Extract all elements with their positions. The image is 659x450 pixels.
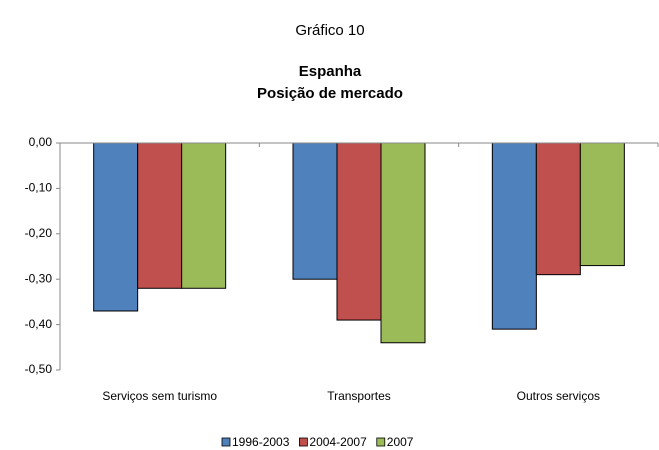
- bar: [491, 142, 537, 330]
- chart-title: Espanha: [299, 63, 362, 80]
- legend-label: 2007: [387, 435, 414, 449]
- chart-subtitle: Posição de mercado: [257, 85, 403, 102]
- legend-swatch: [221, 437, 231, 447]
- y-tick-label: 0,00: [29, 135, 53, 149]
- legend-swatch: [376, 437, 386, 447]
- y-tick-label: -0,10: [25, 181, 53, 195]
- chart-caption: Gráfico 10: [295, 22, 364, 39]
- y-tick-label: -0,20: [25, 226, 53, 240]
- bar: [535, 142, 581, 276]
- bar: [336, 142, 382, 321]
- bar: [93, 142, 139, 312]
- x-tick-label: Transportes: [327, 389, 391, 403]
- bar: [137, 142, 183, 289]
- bar: [292, 142, 338, 280]
- y-tick-label: -0,30: [25, 271, 53, 285]
- y-tick-label: -0,40: [25, 317, 53, 331]
- legend-label: 2004-2007: [309, 435, 367, 449]
- legend-label: 1996-2003: [232, 435, 290, 449]
- y-tick-label: -0,50: [25, 362, 53, 376]
- bar: [181, 142, 227, 289]
- x-tick-label: Serviços sem turismo: [102, 389, 217, 403]
- bar: [380, 142, 426, 344]
- x-tick-label: Outros serviços: [517, 389, 600, 403]
- bar: [579, 142, 625, 267]
- legend-swatch: [298, 437, 308, 447]
